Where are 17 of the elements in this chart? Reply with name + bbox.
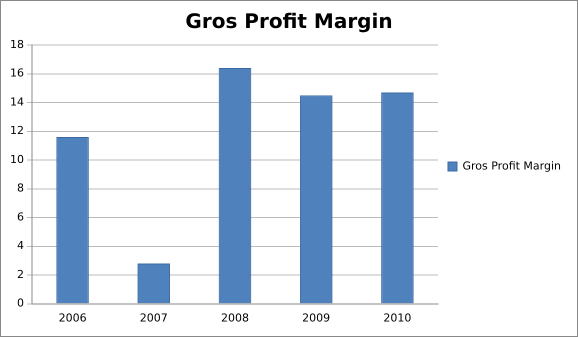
y-tick-label: 8: [16, 182, 24, 195]
y-tick-label: 0: [16, 296, 24, 310]
x-tick-label: 2008: [220, 311, 249, 324]
y-tick-label: 6: [16, 210, 24, 224]
y-tick-label: 12: [10, 124, 24, 138]
y-tick-label: 2: [16, 268, 24, 281]
y-tick-label: 18: [10, 38, 24, 51]
x-tick-label: 2010: [383, 311, 412, 324]
chart-title: Gros Profit Margin: [185, 9, 393, 34]
x-tick-label: 2006: [58, 311, 87, 324]
x-tick-label: 2007: [140, 311, 168, 324]
y-tick-label: 4: [16, 239, 24, 252]
y-tick-label: 16: [10, 66, 24, 80]
legend-label: Gros Profit Margin: [462, 159, 562, 172]
y-tick-label: 10: [10, 152, 24, 166]
y-tick-label: 14: [10, 95, 24, 108]
x-tick-label: 2009: [302, 311, 330, 324]
